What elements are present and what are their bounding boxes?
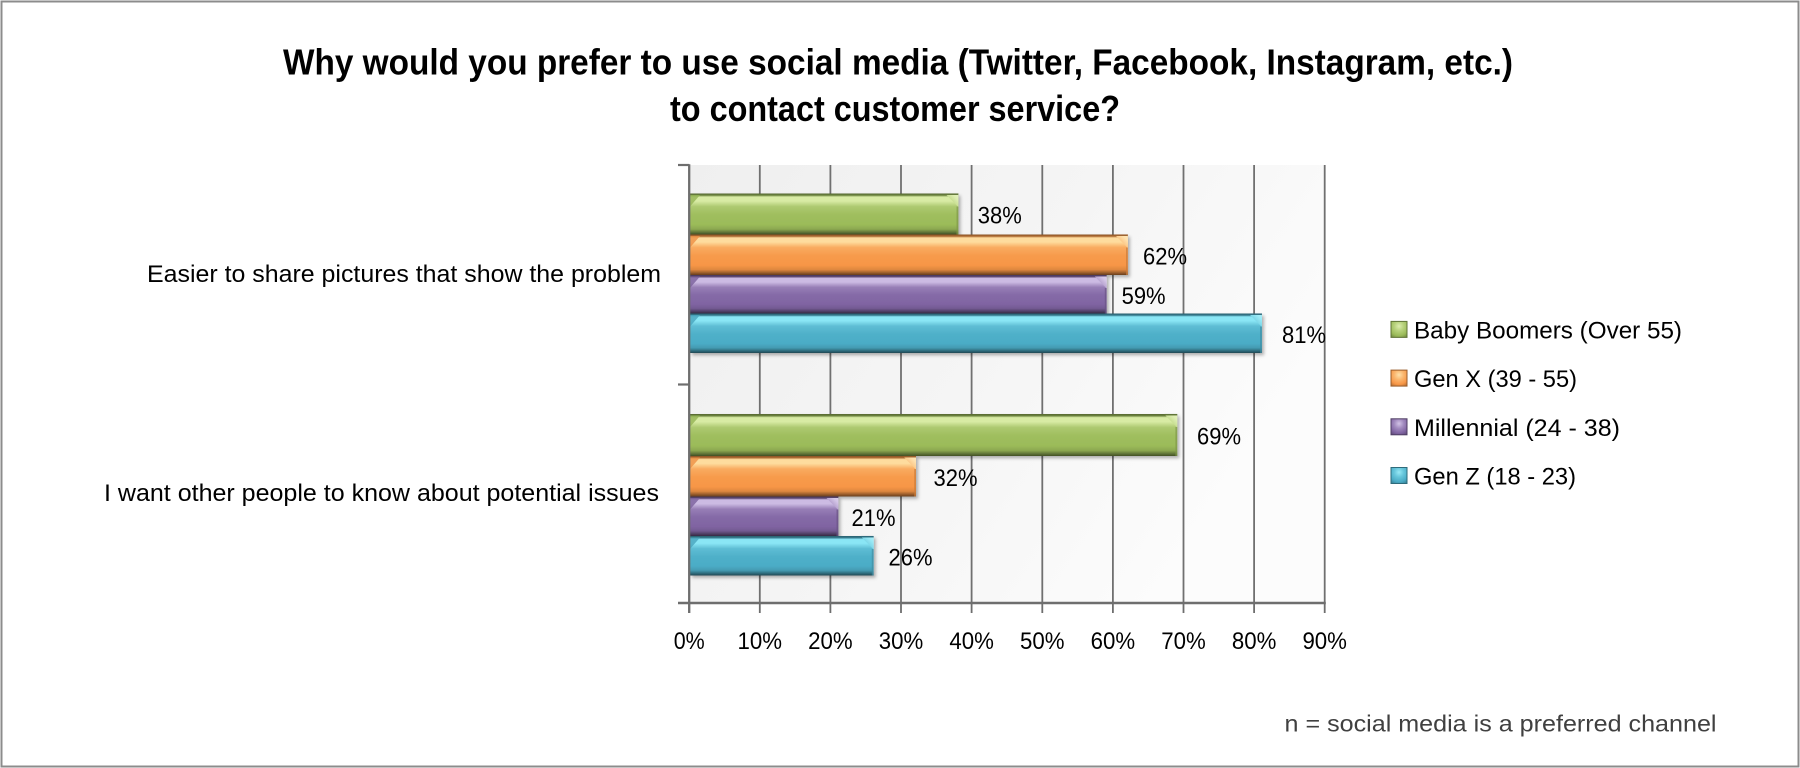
svg-text:90%: 90%: [1302, 628, 1347, 655]
svg-text:70%: 70%: [1161, 628, 1206, 655]
svg-text:40%: 40%: [949, 628, 994, 655]
svg-text:50%: 50%: [1020, 628, 1065, 655]
svg-text:Easier to share pictures that: Easier to share pictures that show the p…: [147, 261, 661, 288]
svg-text:10%: 10%: [738, 628, 783, 655]
svg-text:Millennial (24 - 38): Millennial (24 - 38): [1414, 415, 1620, 442]
svg-text:Why would you prefer to use so: Why would you prefer to use social media…: [283, 42, 1513, 83]
svg-text:20%: 20%: [808, 628, 853, 655]
svg-text:38%: 38%: [978, 203, 1022, 230]
svg-text:21%: 21%: [852, 505, 896, 532]
svg-text:30%: 30%: [879, 628, 924, 655]
svg-text:81%: 81%: [1282, 322, 1326, 349]
svg-text:n = social media is a preferre: n = social media is a preferred channel: [1285, 711, 1717, 737]
svg-text:80%: 80%: [1232, 628, 1277, 655]
svg-text:60%: 60%: [1091, 628, 1136, 655]
svg-text:69%: 69%: [1197, 424, 1241, 451]
svg-text:26%: 26%: [889, 544, 933, 571]
svg-text:32%: 32%: [934, 465, 978, 492]
svg-text:Gen X (39 - 55): Gen X (39 - 55): [1414, 366, 1577, 393]
svg-text:Gen Z (18 - 23): Gen Z (18 - 23): [1414, 464, 1576, 491]
svg-text:Baby Boomers (Over 55): Baby Boomers (Over 55): [1414, 317, 1682, 344]
svg-text:I want other people to know ab: I want other people to know about potent…: [104, 480, 659, 507]
svg-text:0%: 0%: [674, 628, 705, 655]
svg-text:to contact customer service?: to contact customer service?: [670, 88, 1120, 129]
svg-text:59%: 59%: [1122, 283, 1166, 310]
svg-text:62%: 62%: [1143, 243, 1187, 270]
